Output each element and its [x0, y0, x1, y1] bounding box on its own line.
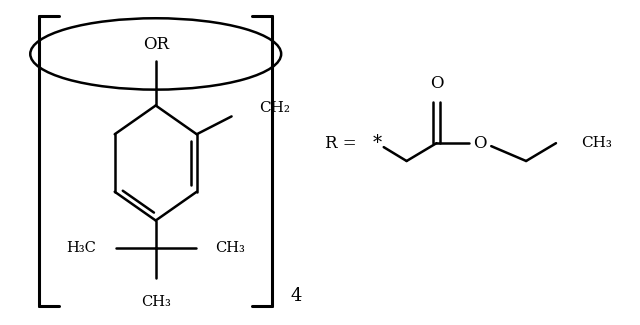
- Text: O: O: [474, 135, 487, 152]
- Text: H₃C: H₃C: [66, 241, 96, 255]
- Text: CH₃: CH₃: [216, 241, 245, 255]
- Text: CH₃: CH₃: [581, 136, 612, 150]
- Text: OR: OR: [143, 35, 169, 53]
- Text: 4: 4: [290, 287, 301, 305]
- Text: O: O: [429, 75, 444, 92]
- Text: R =: R =: [325, 135, 356, 152]
- Text: *: *: [372, 134, 381, 152]
- Text: CH₂: CH₂: [259, 101, 291, 115]
- Text: CH₃: CH₃: [141, 295, 171, 309]
